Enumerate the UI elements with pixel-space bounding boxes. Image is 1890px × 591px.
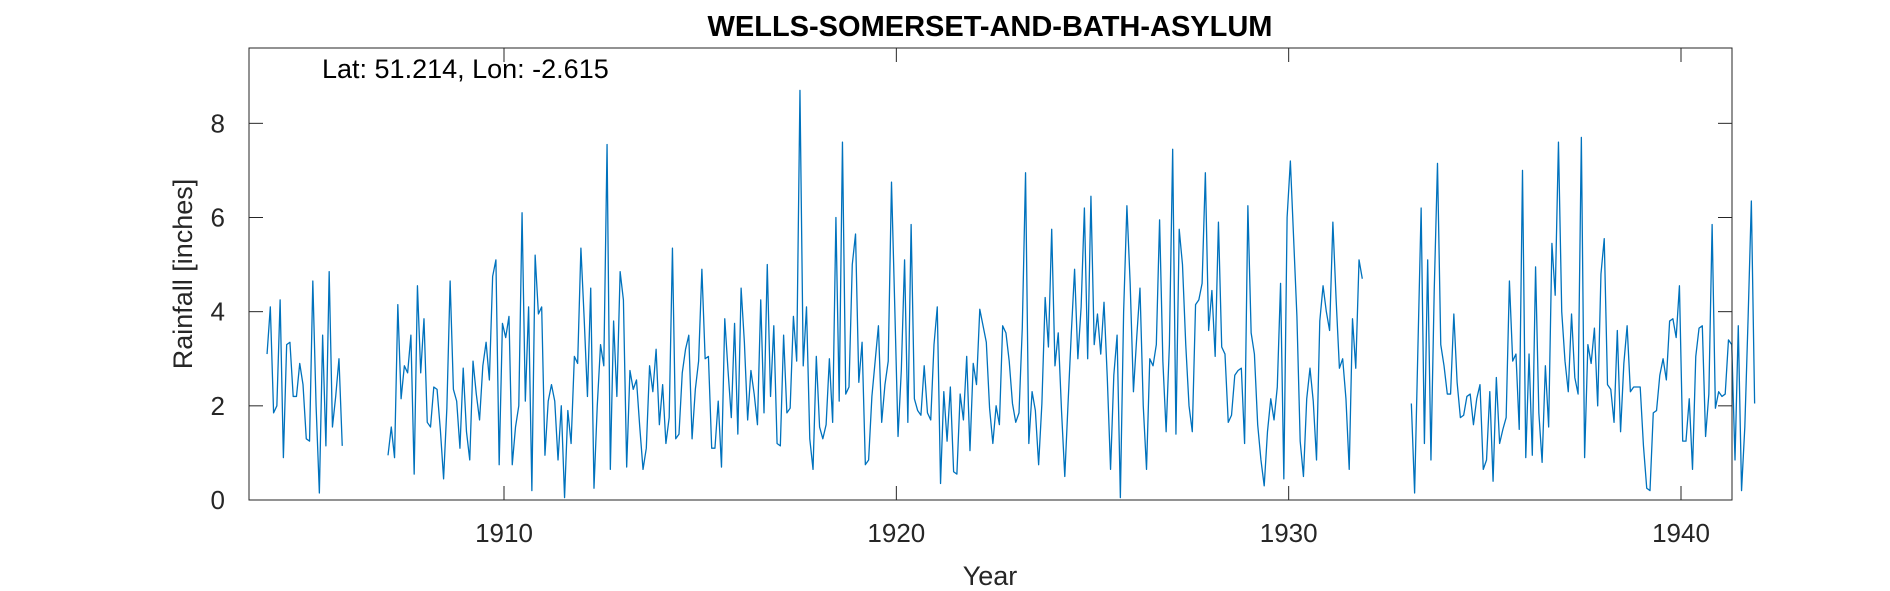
plot-area bbox=[249, 48, 1732, 500]
y-tick-label: 2 bbox=[211, 391, 225, 421]
plot-box bbox=[248, 47, 1733, 501]
y-tick-label: 4 bbox=[211, 297, 225, 327]
chart-title: WELLS-SOMERSET-AND-BATH-ASYLUM bbox=[708, 11, 1273, 43]
y-axis-label: Rainfall [inches] bbox=[168, 179, 198, 370]
x-tick-label: 1930 bbox=[1260, 518, 1318, 548]
y-tick-label: 0 bbox=[211, 485, 225, 515]
x-tick-label: 1910 bbox=[475, 518, 533, 548]
x-tick-label: 1920 bbox=[867, 518, 925, 548]
x-axis-label: Year bbox=[963, 561, 1018, 591]
x-tick-label: 1940 bbox=[1652, 518, 1710, 548]
location-annotation: Lat: 51.214, Lon: -2.615 bbox=[322, 54, 609, 84]
axis-ticks: 1910 1920 1930 1940 0 2 4 6 8 bbox=[211, 48, 1732, 548]
y-tick-label: 6 bbox=[211, 203, 225, 233]
rainfall-line bbox=[266, 89, 1756, 499]
y-tick-label: 8 bbox=[211, 108, 225, 138]
